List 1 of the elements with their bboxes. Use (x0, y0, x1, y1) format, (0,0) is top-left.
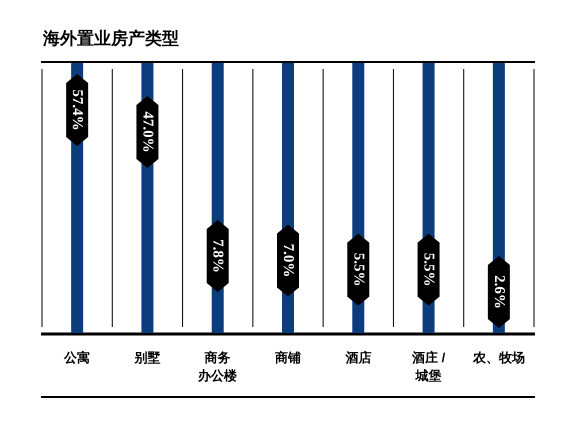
title: 海外置业房产类型 (43, 29, 179, 48)
